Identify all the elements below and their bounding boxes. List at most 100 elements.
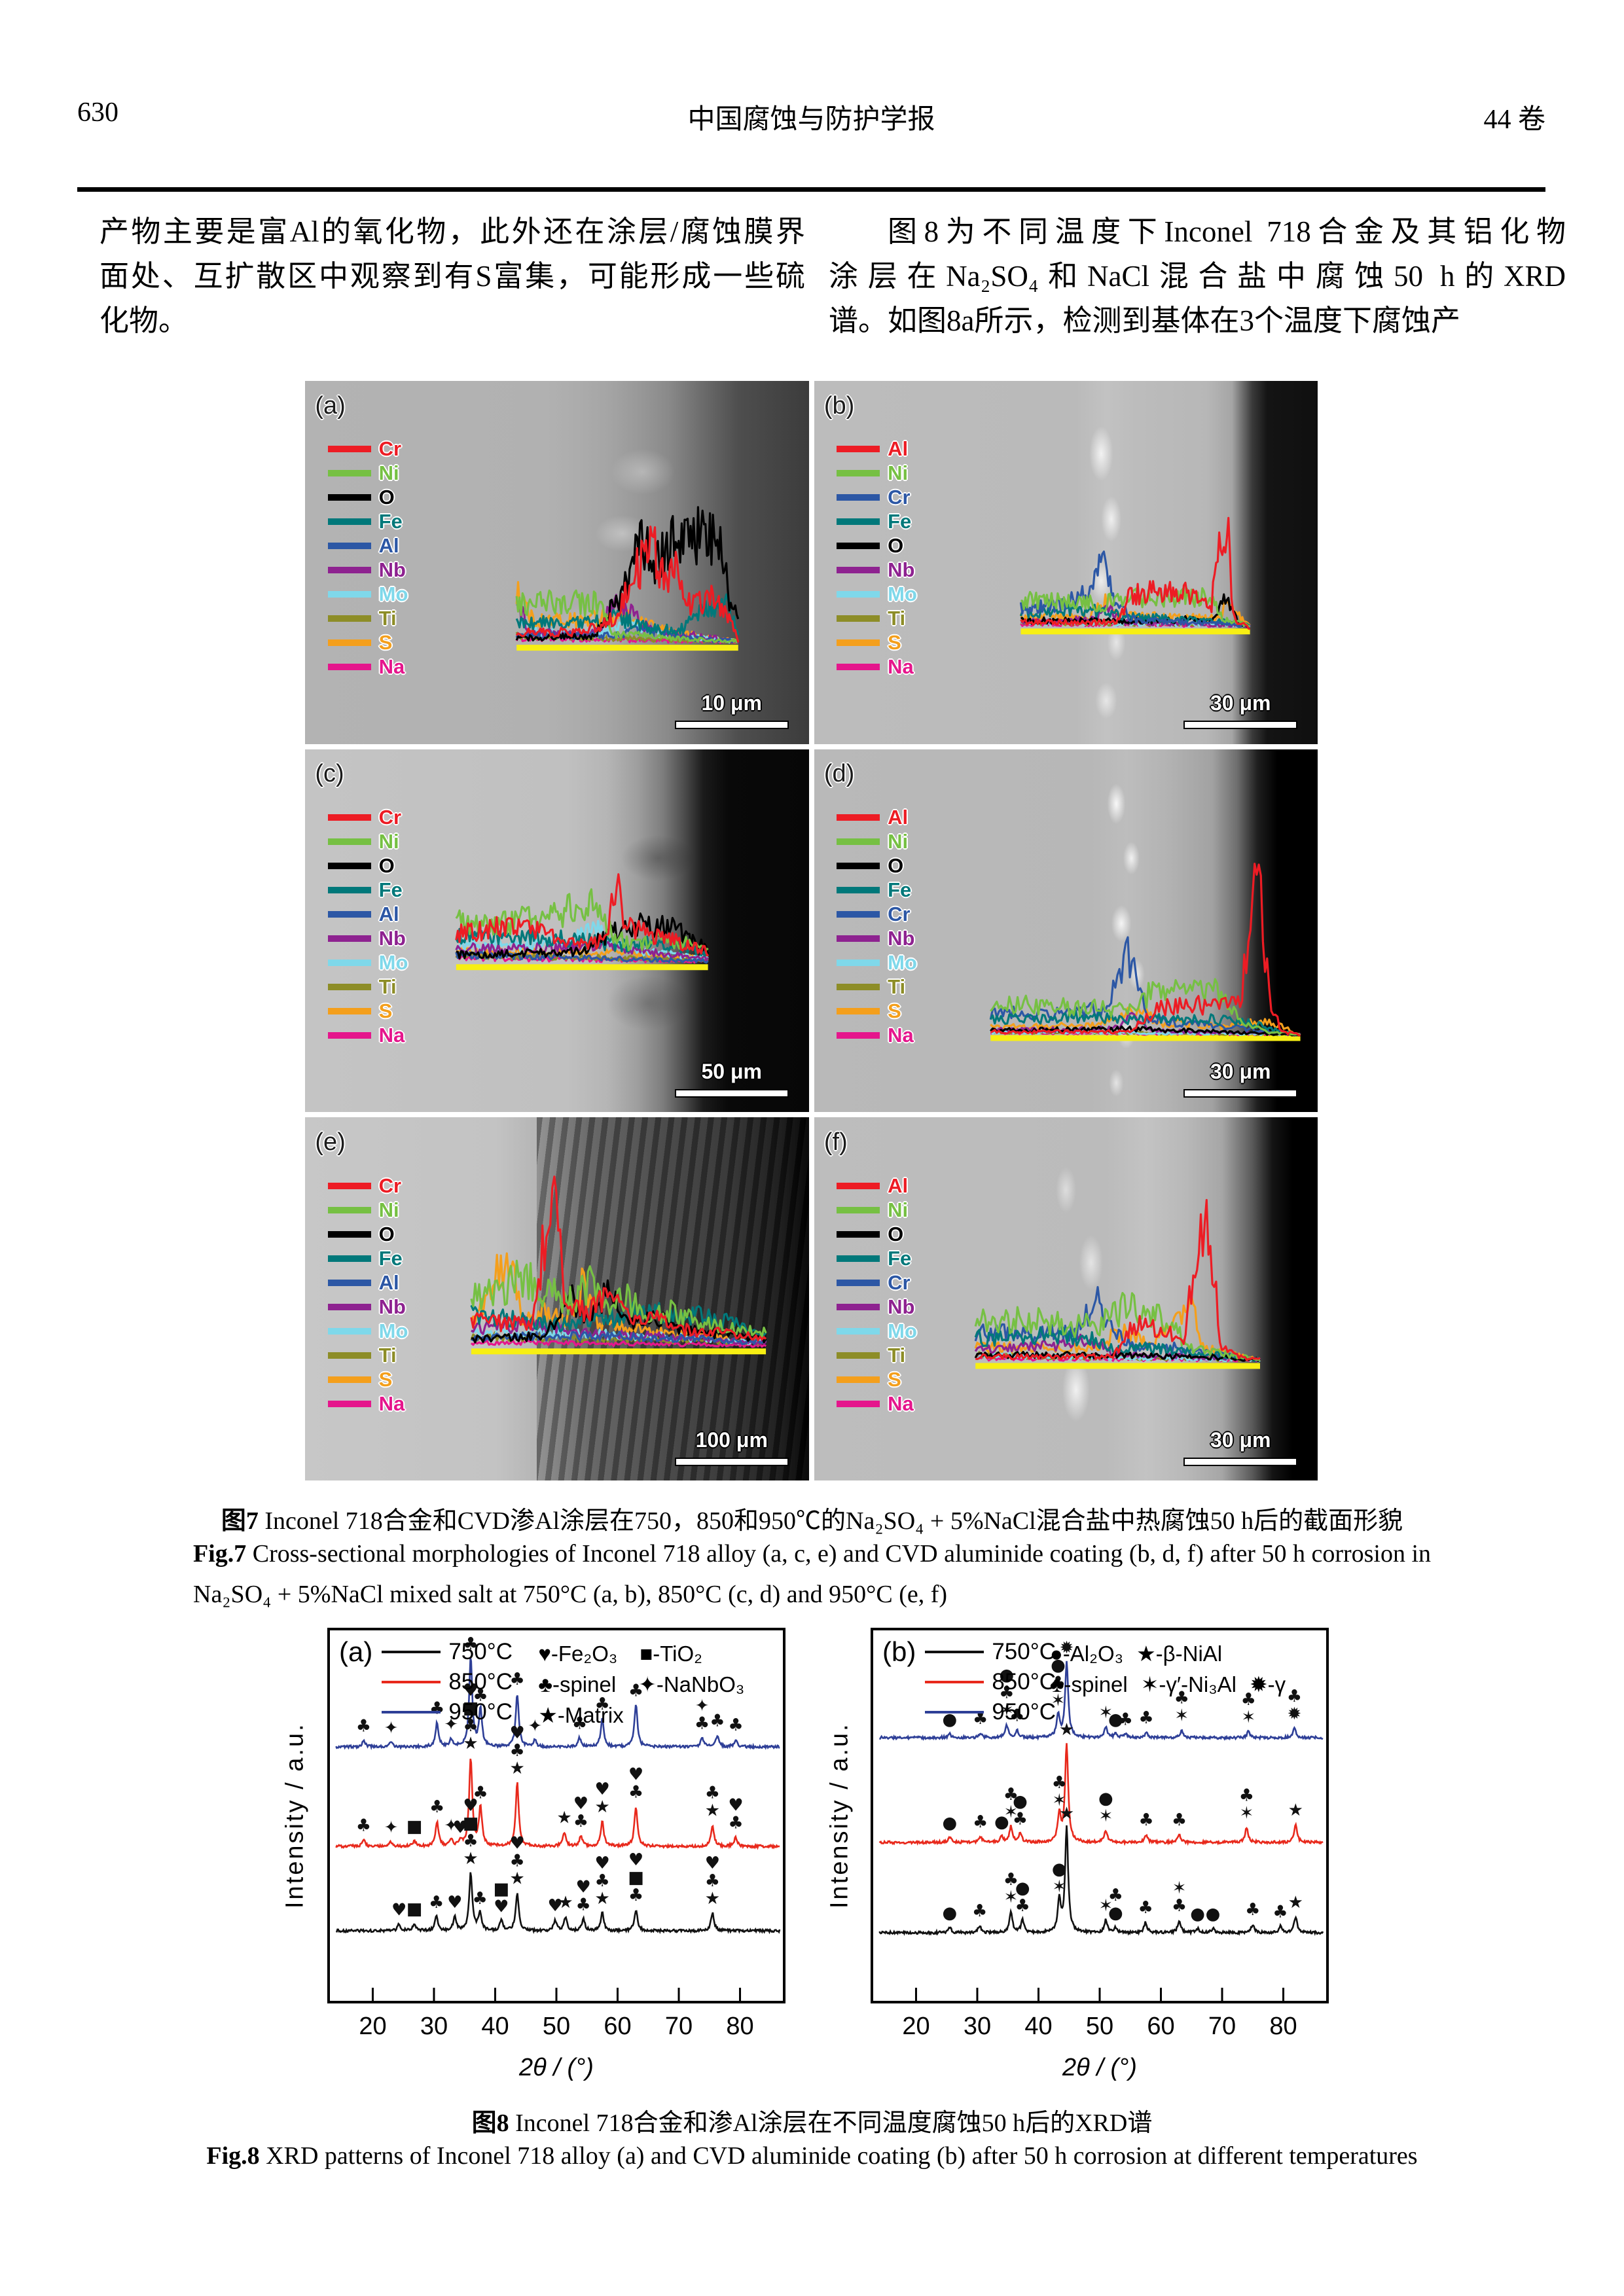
figure8-caption-zh-prefix: 图8 [471,2109,509,2137]
phase-marker: ♥ [573,1794,588,1814]
xrd-legend-label: 750°C [448,1639,513,1664]
eds-legend-label: Ti [888,1343,906,1367]
xrd-tick-label: 50 [542,2013,571,2040]
scale-bar: 10 μm [674,691,789,730]
phase-marker: ♣ [999,1683,1014,1702]
eds-legend-swatch [837,887,880,894]
phase-marker: ● [994,1812,1009,1832]
eds-legend-item: Ni [327,830,408,854]
phase-marker: ★ [463,1734,478,1753]
phase-marker: ♣ [1272,1902,1288,1922]
phase-marker: ♣ [1138,1810,1153,1830]
eds-legend-swatch [327,838,371,846]
eds-legend-label: Nb [378,1295,406,1318]
eds-legend-swatch [837,1230,880,1238]
sem-image-a [305,381,809,744]
xrd-phase-row: ●-Al₂O₃ ★-β-NiAl [1050,1638,1299,1669]
phase-marker: ♣ [1009,1706,1024,1726]
phase-marker: ♣ [473,1685,488,1705]
eds-traces [974,1199,1261,1369]
figure7-caption-zh-prefix: 图7 [221,1507,259,1535]
phase-marker: ♣ [973,1812,988,1832]
phase-marker: ★ [557,1808,572,1827]
eds-legend-label: Al [378,534,399,558]
xrd-phase-row: ♣-spinel ✦-NaNbO₃ [538,1669,767,1700]
eds-legend-swatch [837,591,880,598]
xrd-legend-line [382,1681,441,1683]
eds-legend-swatch [327,591,371,598]
eds-legend-item: Fe [837,878,917,903]
phase-marker: ✦ [444,1816,458,1836]
eds-legend-label: Na [378,1391,405,1415]
phase-marker: ★ [705,1801,720,1821]
volume-label: 44 卷 [1483,105,1545,135]
header-rule [77,187,1545,192]
phase-marker: ♥ [628,1765,643,1784]
phase-marker: ♥ [547,1896,562,1916]
eds-legend-item: Fe [327,510,408,534]
eds-legend-item: Nb [327,927,408,951]
phase-marker: ★ [1059,1804,1074,1823]
eds-legend-swatch [837,1303,880,1310]
xrd-tick-label: 80 [726,2013,754,2040]
eds-legend-item: Nb [837,558,917,583]
eds-legend-label: S [888,631,901,655]
eds-legend-label: Al [378,1270,399,1294]
eds-legend-label: S [378,631,393,655]
body-text-line: 产物主要是富Al的氧化物，此外还在涂层/腐蚀膜界 [99,215,805,248]
eds-legend-swatch [837,1255,880,1262]
xrd-tick-label: 70 [1208,2013,1236,2040]
eds-legend-item: S [327,631,408,655]
eds-legend-swatch [327,1032,371,1039]
figure8-caption-en-text: XRD patterns of Inconel 718 alloy (a) an… [259,2142,1418,2170]
xrd-tick-label: 50 [1085,2013,1114,2040]
phase-marker: ♥ [509,1833,524,1853]
phase-marker: ● [1206,1905,1221,1924]
phase-marker: ✦ [384,1718,399,1738]
eds-legend-item: Mo [837,951,917,975]
phase-marker: ♣ [572,1714,587,1734]
scale-bar-label: 100 μm [695,1427,768,1452]
phase-marker: ■ [406,1899,423,1919]
phase-marker: ✶ [1098,1896,1113,1916]
eds-legend-item: Fe [837,1246,917,1270]
eds-legend-swatch [837,567,880,574]
eds-legend-swatch [837,1279,880,1286]
eds-legend-item: Ti [327,607,408,631]
xrd-phase-item: ✶-γ′-Ni₃Al [1140,1672,1237,1696]
eds-legend-item: Ni [327,461,408,486]
eds-legend: Cr Ni O Fe Al Nb Mo Ti S Na [327,437,408,679]
eds-legend-label: O [378,486,395,509]
eds-legend: Cr Ni O Fe Al Nb Mo Ti S Na [327,1174,408,1416]
eds-legend-item: Mo [837,1319,917,1343]
scale-bar: 100 μm [674,1427,789,1466]
eds-legend-swatch [327,567,371,574]
eds-legend-item: O [837,534,917,558]
eds-legend-label: O [378,854,395,878]
eds-legend-label: Mo [888,951,917,975]
phase-marker: ★ [594,1797,609,1817]
sem-image-b [814,381,1318,744]
xrd-tick-label: 40 [1024,2013,1053,2040]
phase-marker: ■ [463,1814,479,1833]
eds-legend-swatch [327,1327,371,1335]
phase-marker: ♣ [1118,1710,1133,1729]
sem-panel-f: (f) Al Ni O Fe Cr Nb Mo Ti S Na 30 μm [814,1117,1318,1480]
phase-marker: ■ [628,1868,644,1888]
phase-marker: ■ [494,1880,510,1899]
xrd-legend-item: 950°C [925,1697,1056,1727]
xrd-phase-item: ♥-Fe₂O₃ [538,1641,618,1666]
sem-panel-b: (b) Al Ni Cr Fe O Nb Mo Ti S Na 30 μm [814,381,1318,744]
figure8-caption-en-prefix: Fig.8 [206,2142,260,2170]
eds-legend-swatch [327,911,371,918]
phase-marker: ♣ [728,1715,743,1735]
scale-bar-line [674,1457,789,1466]
phase-marker: ★ [1288,1801,1303,1820]
eds-traces [1019,516,1251,635]
eds-legend-item: Mo [327,1319,408,1343]
eds-legend-swatch [837,1327,880,1335]
panel-label-c: (c) [315,760,344,788]
eds-legend-item: Nb [837,1295,917,1319]
phase-marker: ● [1013,1792,1028,1812]
xrd-legend-item: 750°C [382,1637,513,1667]
